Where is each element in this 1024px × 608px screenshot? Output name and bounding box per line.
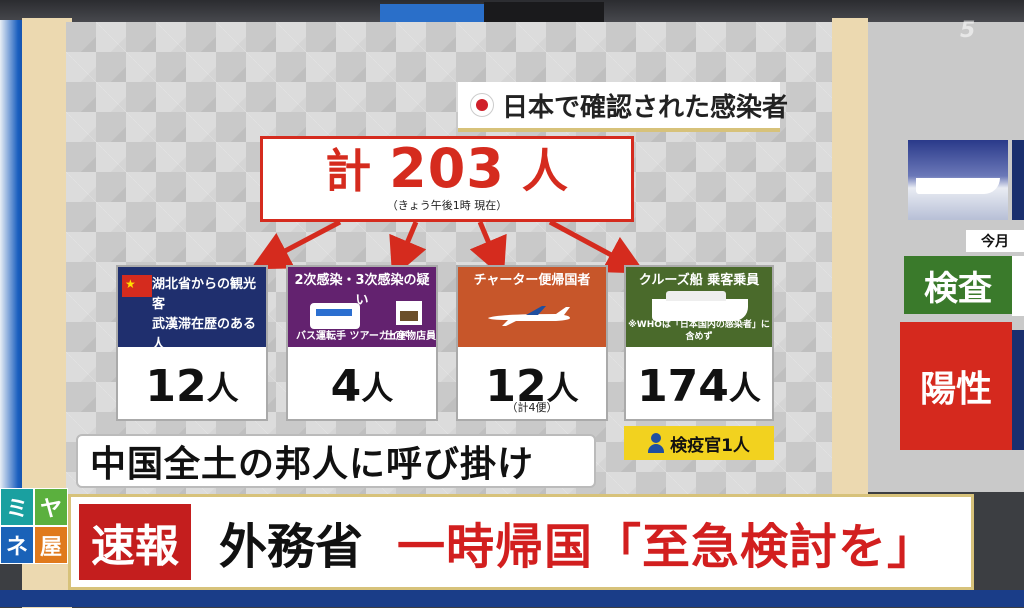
sub-caption: 中国全土の邦人に呼び掛け [76,434,596,488]
total-number: 203 [389,137,505,200]
cruise-ship-icon [652,291,748,321]
breakdown-arrows [250,219,646,274]
category-note: （計4便） [506,401,558,414]
right-tag [1012,330,1024,450]
category-header: チャーター便帰国者 [458,267,606,347]
breaking-news-badge: 速報 [79,504,191,580]
category-number: 12 [145,360,207,412]
total-unit: 人 [521,144,569,198]
bottom-ticker [0,590,1024,607]
right-tag [1012,256,1024,316]
board-title-text: 日本で確認された感染者 [502,92,789,123]
person-icon [648,433,665,453]
arrow-1 [250,219,342,270]
category-value: 174 人 [626,351,772,421]
ship-hull-icon [916,178,1000,194]
total-timestamp-note: （きょう午後1時 現在） [386,199,508,212]
category-unit: 人 [728,369,761,407]
category-unit: 人 [546,369,579,407]
category-label: チャーター便帰国者 [473,273,591,288]
category-sublabel: 土産物店員 [386,331,436,342]
category-card-hubei-tourists: 湖北省からの観光客 武漢滞在歴のある人 12人 [116,265,268,421]
japan-flag-icon [470,93,494,117]
category-number: 12 [485,360,547,412]
category-value: 12 人 [118,351,266,421]
show-logo: ミ ヤ ネ 屋 [0,488,68,564]
category-header: 2次感染・3次感染の疑い バス運転手 ツアーガイド 土産物店員 [288,267,436,347]
board-frame-middle [832,18,868,518]
category-sublabel: バス運転手 ツアーガイド [296,331,409,342]
caption-headline: 一時帰国「至急検討を」 [397,519,937,575]
category-unit: 人 [361,369,394,407]
board-title: 日本で確認された感染者 [458,82,788,132]
month-label: 今月 [966,230,1024,252]
category-header: 湖北省からの観光客 武漢滞在歴のある人 [118,267,266,347]
category-label: 湖北省からの観光客 [152,277,257,312]
bus-icon [310,303,360,329]
category-header: クルーズ船 乗客乗員 ※WHOは「日本国内の感染者」に含めず [626,267,772,347]
china-flag-icon [122,274,152,297]
arrow-2 [389,221,427,274]
show-logo-char: 屋 [34,526,68,564]
arrow-3 [469,221,507,274]
quarantine-officer-badge: 検疫官1人 [624,426,774,460]
airplane-icon [488,306,570,326]
category-note: ※WHOは「日本国内の感染者」に含めず [628,320,770,342]
studio-monitor [380,4,485,26]
breaking-news-caption: 速報 外務省 一時帰国「至急検討を」 [68,494,974,590]
category-number: 4 [330,360,362,412]
total-count-box: 計 203 人 （きょう午後1時 現在） [260,136,634,222]
arrow-4 [548,219,646,274]
show-logo-char: ヤ [34,488,68,526]
test-label: 検査 [904,256,1012,314]
category-label: 武漢滞在歴のある人 [152,317,257,347]
category-number: 174 [637,360,729,412]
show-logo-char: ミ [0,488,34,526]
caption-subject: 外務省 [219,519,364,575]
quarantine-officer-label: 検疫官1人 [670,435,750,456]
category-card-charter-returnees: チャーター便帰国者 12 人 （計4便） [456,265,608,421]
category-card-cruise-ship: クルーズ船 乗客乗員 ※WHOは「日本国内の感染者」に含めず 174 人 [624,265,774,421]
total-count: 計 203 人 [263,142,631,198]
show-logo-char: ネ [0,526,34,564]
total-prefix: 計 [325,144,373,198]
shop-icon [396,301,422,325]
category-value: 12 人 [458,351,606,421]
positive-label: 陽性 [900,322,1012,450]
channel-watermark-icon: 5 [960,18,976,43]
category-label: クルーズ船 乗客乗員 [638,273,760,288]
right-tag [1012,140,1024,220]
category-unit: 人 [206,369,239,407]
